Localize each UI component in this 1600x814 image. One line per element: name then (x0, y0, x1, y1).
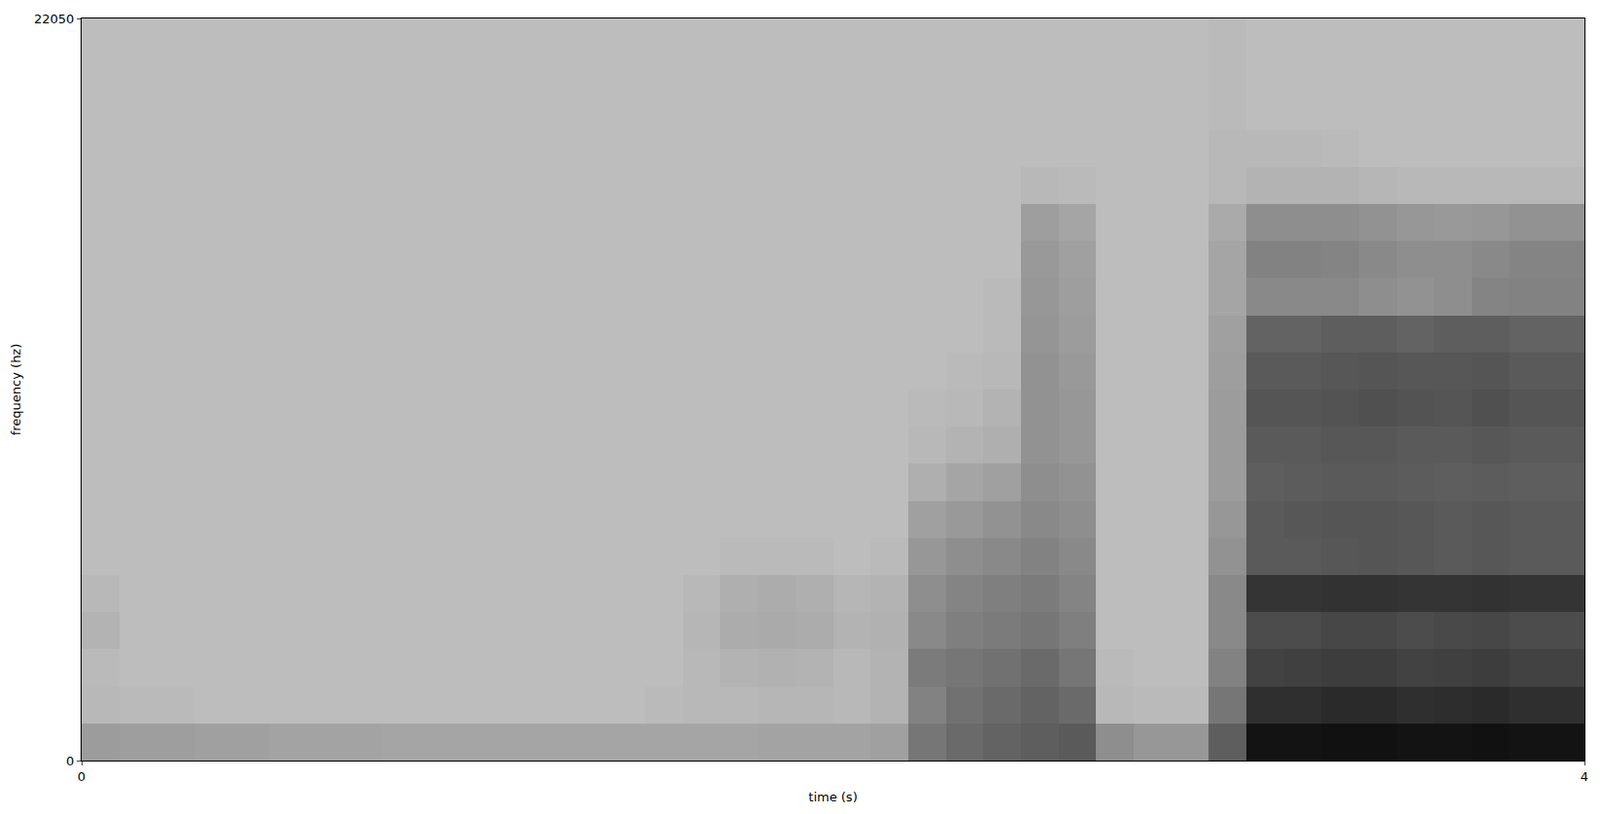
svg-text:time (s): time (s) (808, 789, 857, 805)
svg-text:frequency (hz): frequency (hz) (8, 343, 24, 437)
svg-text:0: 0 (77, 769, 86, 784)
svg-text:0: 0 (66, 753, 74, 769)
svg-text:22050: 22050 (34, 11, 74, 27)
svg-text:4: 4 (1580, 769, 1589, 784)
